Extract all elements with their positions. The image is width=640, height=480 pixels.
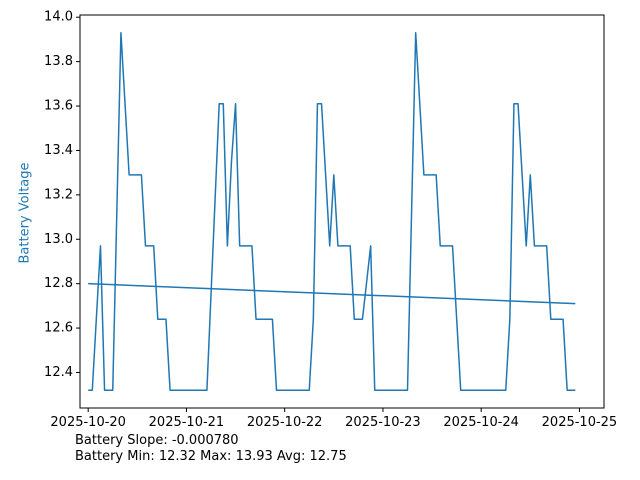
y-tick-label: 13.4 [44, 143, 73, 158]
plot-area [79, 14, 605, 409]
x-tick-label: 2025-10-23 [345, 415, 421, 430]
x-tick-label: 2025-10-24 [443, 415, 519, 430]
x-axis-ticks: 2025-10-20 2025-10-21 2025-10-22 2025-10-23… [50, 408, 617, 430]
x-tick-label: 2025-10-21 [149, 415, 225, 430]
x-tick-label: 2025-10-22 [247, 415, 323, 430]
y-tick-label: 13.6 [44, 99, 73, 114]
x-tick-label: 2025-10-25 [542, 415, 618, 430]
y-tick-label: 12.6 [44, 321, 73, 336]
battery-trend-line [88, 282, 576, 305]
plot-frame [79, 14, 605, 409]
y-tick-label: 12.8 [44, 276, 73, 291]
y-tick-label: 13.8 [44, 54, 73, 69]
min-max-avg-stat: Battery Min: 12.32 Max: 13.93 Avg: 12.75 [75, 449, 347, 464]
battery-voltage-series-line [88, 32, 576, 391]
y-axis-ticks: 12.4 12.6 12.8 13.0 13.2 13.4 13.6 13.8 14.0 [44, 10, 80, 380]
y-tick-label: 14.0 [44, 10, 73, 25]
x-tick-label: 2025-10-20 [50, 415, 126, 430]
y-tick-label: 12.4 [44, 365, 73, 380]
y-axis-label: Battery Voltage [18, 162, 33, 263]
y-tick-label: 13.2 [44, 187, 73, 202]
y-tick-label: 13.0 [44, 232, 73, 247]
slope-stat: Battery Slope: -0.000780 [75, 433, 239, 448]
